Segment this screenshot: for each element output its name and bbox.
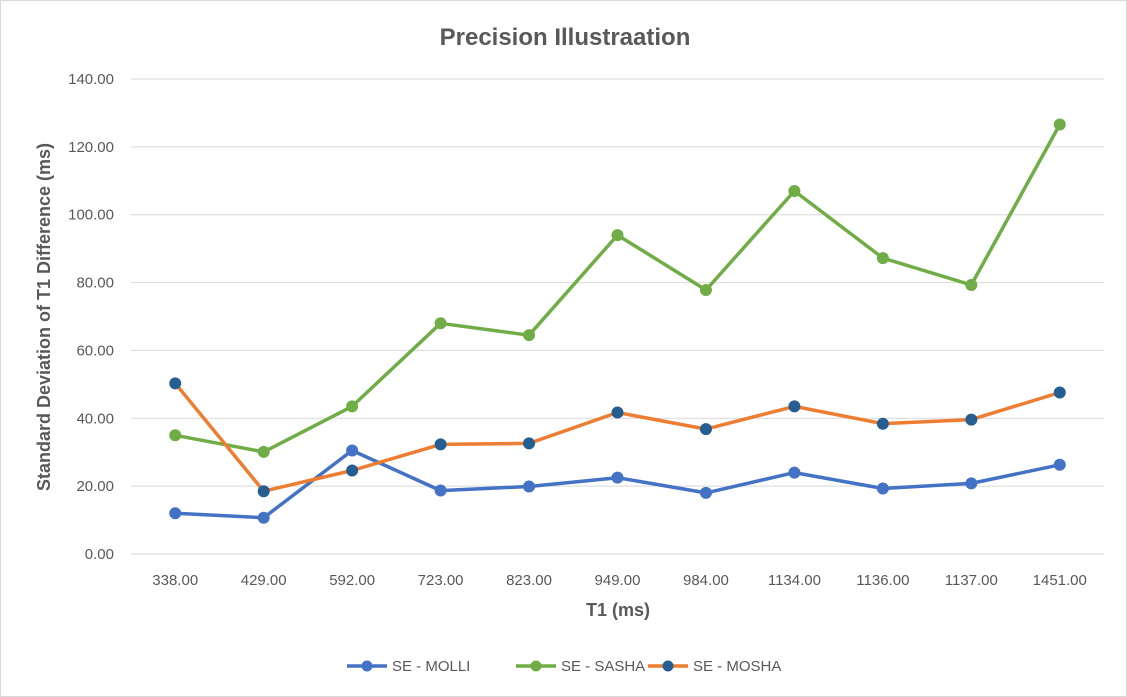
y-tick-label: 80.00 (76, 275, 114, 292)
legend-swatch-marker (662, 660, 674, 672)
x-tick-label: 1136.00 (856, 572, 909, 589)
series-line (173, 122, 1062, 454)
data-point (169, 377, 182, 390)
data-point (257, 485, 270, 498)
data-point (876, 252, 889, 265)
y-tick-label: 0.00 (85, 546, 114, 563)
series-layer (169, 118, 1066, 524)
x-tick-label: 1137.00 (945, 572, 998, 589)
legend-swatch-marker (530, 660, 542, 672)
data-point (523, 329, 536, 342)
data-point (965, 477, 978, 490)
y-tick-label: 140.00 (68, 71, 114, 88)
series-se-sasha (169, 118, 1066, 458)
data-point (699, 486, 712, 499)
legend-label: SE - MOSHA (693, 658, 781, 675)
x-tick-label: 429.00 (241, 572, 287, 589)
x-tick-label: 338.00 (152, 572, 198, 589)
data-point (346, 444, 359, 457)
data-point (523, 437, 536, 450)
y-tick-label: 20.00 (76, 478, 114, 495)
data-point (788, 184, 801, 197)
data-point (1053, 118, 1066, 131)
data-point (1053, 458, 1066, 471)
data-point (876, 417, 889, 430)
y-axis-title: Standard Deviation of T1 Difference (ms) (34, 143, 54, 491)
x-tick-label: 823.00 (506, 572, 552, 589)
legend-item: SE - MOSHA (648, 658, 781, 675)
series-se-molli (169, 444, 1066, 524)
x-axis-ticks: 338.00 429.00 592.00 723.00 823.00 949.00 984.… (152, 572, 1087, 589)
data-point (876, 482, 889, 495)
data-point (1053, 386, 1066, 399)
data-point (169, 507, 182, 520)
data-point (965, 413, 978, 426)
data-point (346, 464, 359, 477)
data-point (611, 471, 624, 484)
y-axis-ticks: 0.00 20.00 40.00 60.00 80.00 100.00 120.00 140.… (68, 71, 114, 563)
data-point (257, 445, 270, 458)
data-point (434, 317, 447, 330)
legend-swatch-marker (361, 660, 373, 672)
legend-label: SE - MOLLI (392, 658, 470, 675)
series-se-mosha (169, 377, 1066, 498)
x-tick-label: 1134.00 (768, 572, 821, 589)
x-axis-title: T1 (ms) (586, 600, 650, 620)
legend: SE - MOLLI SE - SASHA SE - MOSHA (347, 658, 781, 675)
chart-title: Precision Illustraation (440, 24, 691, 51)
data-point (257, 511, 270, 524)
data-point (523, 480, 536, 493)
data-point (699, 423, 712, 436)
x-tick-label: 592.00 (329, 572, 375, 589)
y-tick-label: 40.00 (76, 410, 114, 427)
y-tick-label: 100.00 (68, 207, 114, 224)
data-point (788, 400, 801, 413)
data-point (788, 466, 801, 479)
y-tick-label: 120.00 (68, 139, 114, 156)
x-tick-label: 949.00 (595, 572, 641, 589)
x-tick-label: 1451.00 (1033, 572, 1087, 589)
data-point (965, 278, 978, 291)
data-point (699, 284, 712, 297)
series-line (173, 448, 1062, 520)
legend-item: SE - MOLLI (347, 658, 470, 675)
data-point (611, 406, 624, 419)
data-point (434, 438, 447, 451)
y-tick-label: 60.00 (76, 342, 114, 359)
data-point (611, 229, 624, 242)
x-tick-label: 723.00 (418, 572, 464, 589)
legend-item: SE - SASHA (516, 658, 645, 675)
data-point (434, 484, 447, 497)
data-point (169, 429, 182, 442)
x-tick-label: 984.00 (683, 572, 729, 589)
data-point (346, 400, 359, 413)
legend-label: SE - SASHA (561, 658, 645, 675)
